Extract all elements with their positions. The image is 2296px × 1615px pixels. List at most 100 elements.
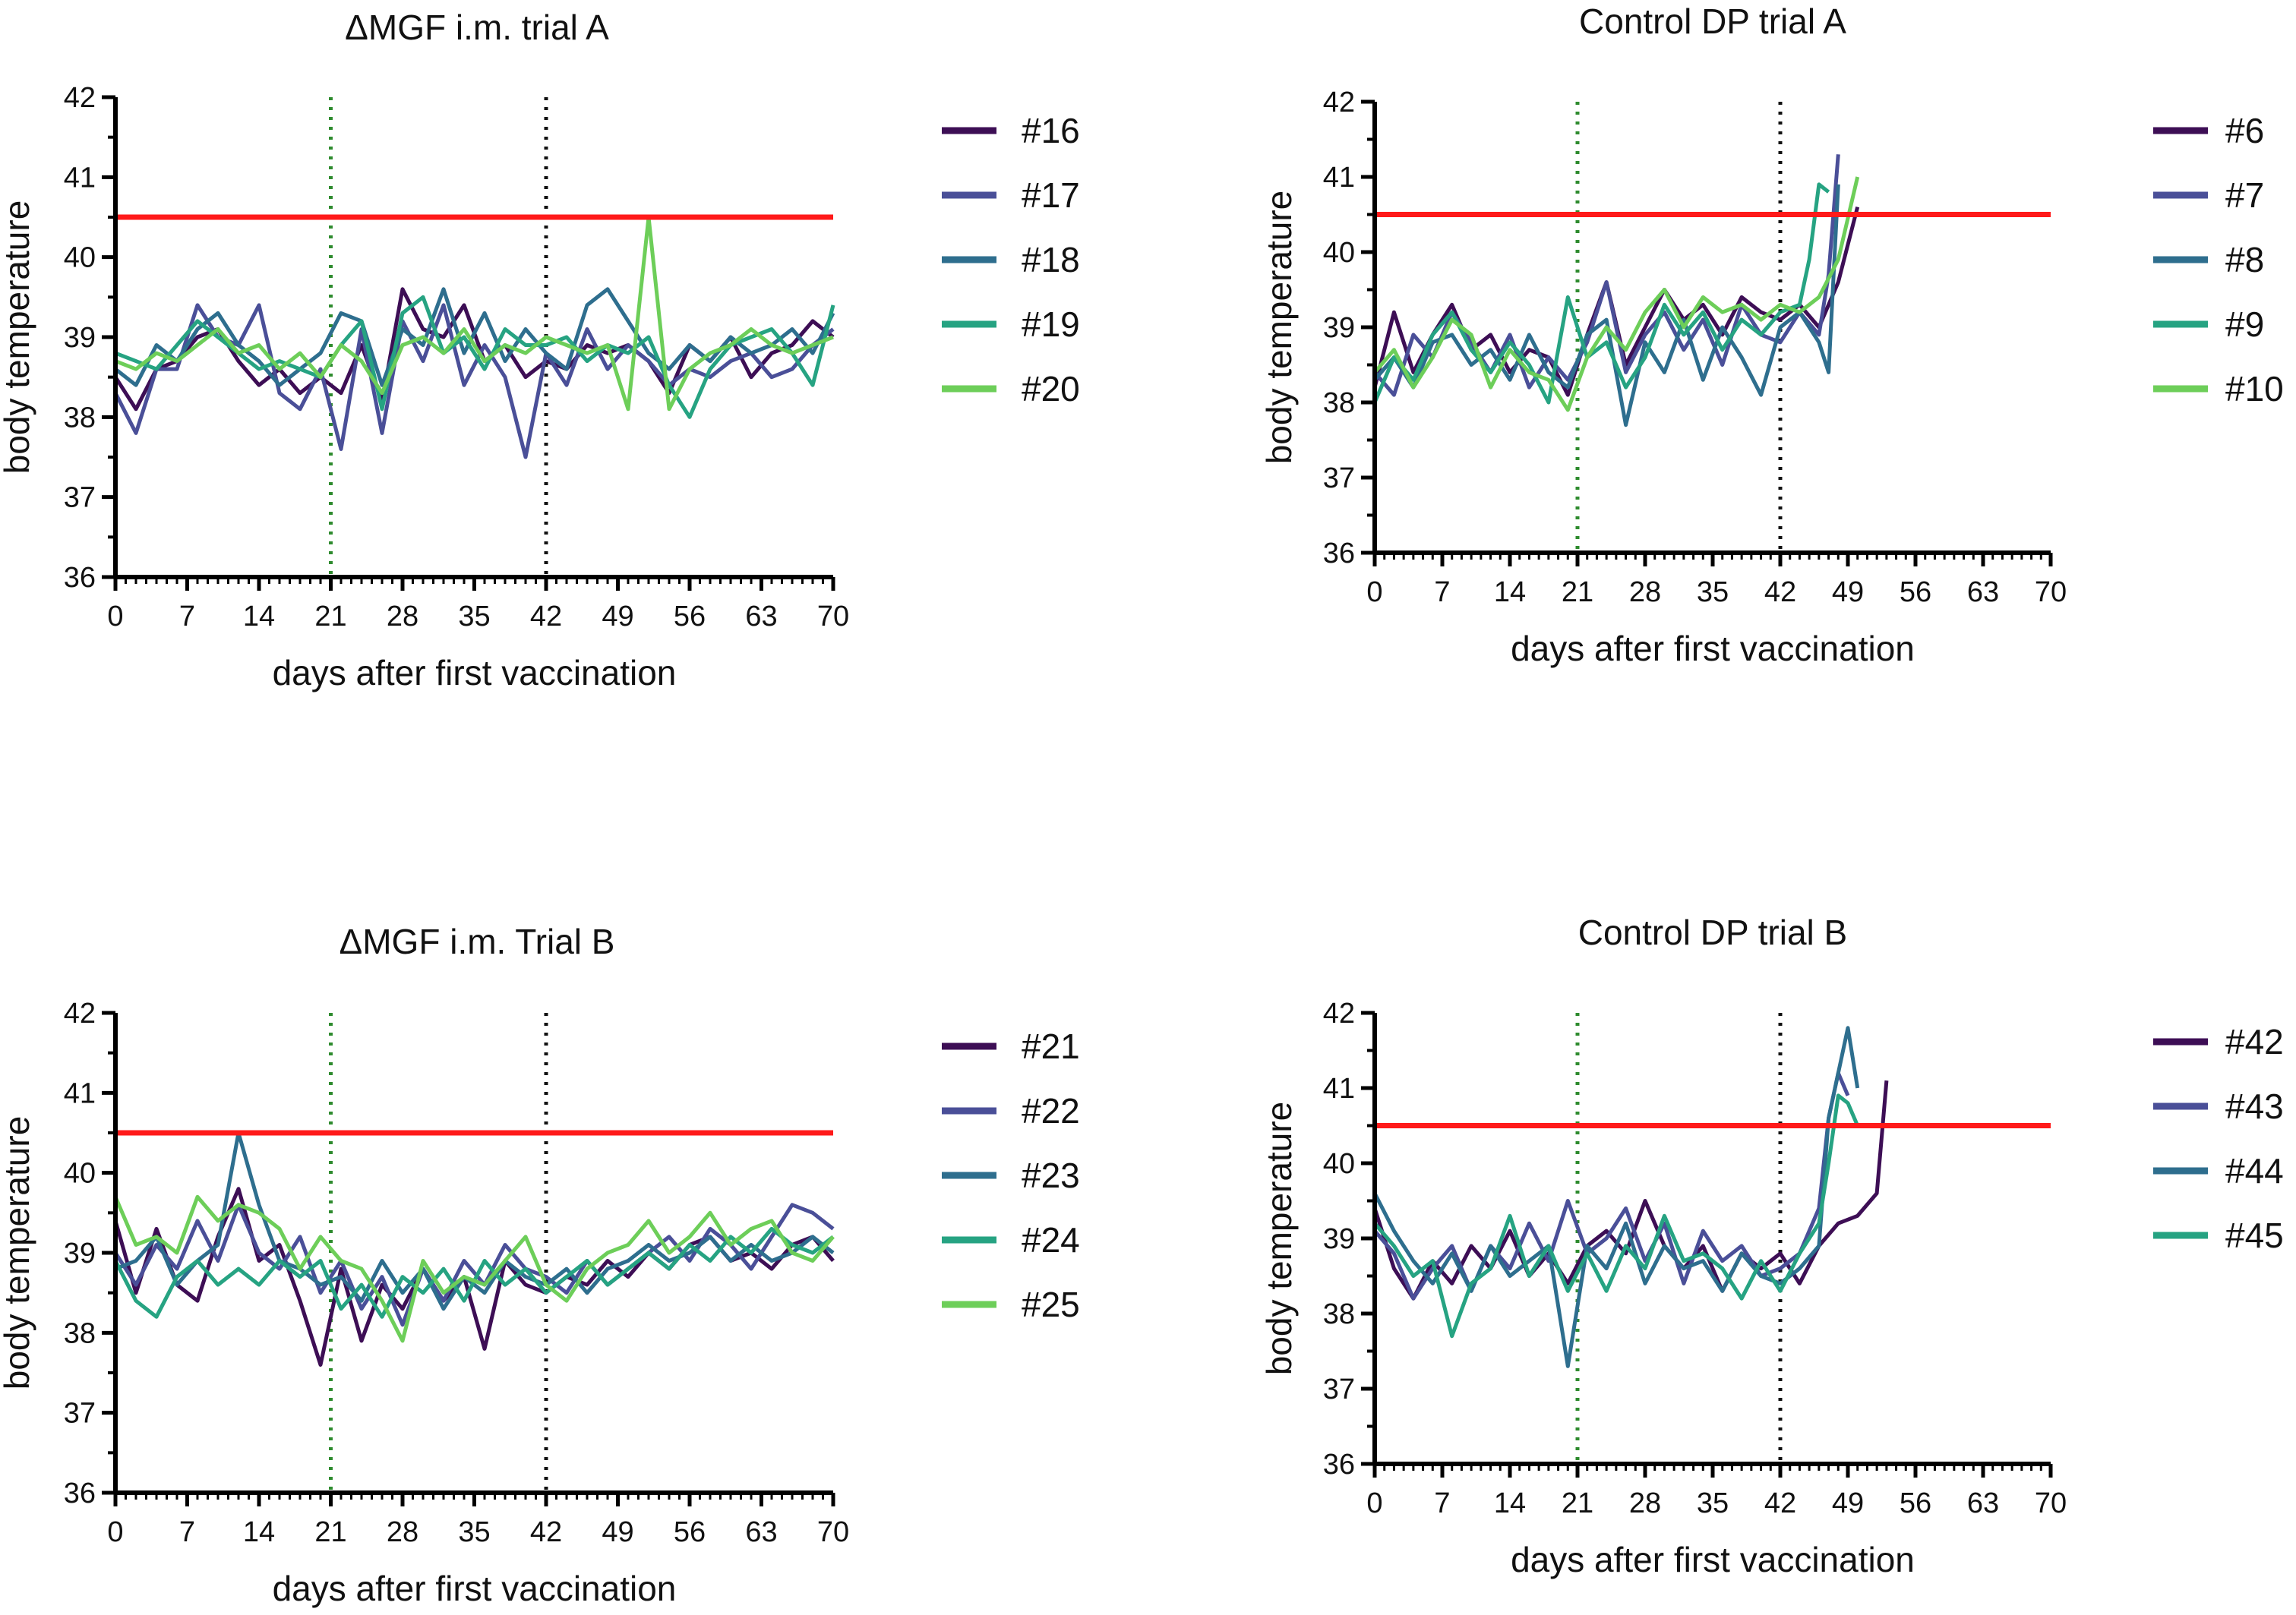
series-line-43 (1373, 1071, 1850, 1301)
legend: #16 #17 #18 #19 #20 (942, 111, 1080, 408)
legend-label: #20 (1022, 369, 1080, 408)
series-line-9 (1372, 182, 1830, 405)
series-line-25 (113, 1194, 835, 1343)
x-tick-label: 28 (387, 1516, 418, 1548)
x-tick-label: 21 (314, 1516, 346, 1548)
x-tick-label: 7 (1434, 1487, 1450, 1519)
legend-label: #43 (2225, 1087, 2284, 1126)
chart-title: ΔMGF i.m. trial A (345, 8, 609, 47)
series-line-10 (1373, 176, 1860, 412)
x-tick-label: 0 (1366, 576, 1382, 608)
legend: #6 #7 #8 #9 #10 (2153, 111, 2284, 408)
x-tick-label: 49 (1832, 1487, 1864, 1519)
y-tick-label: 41 (64, 162, 96, 194)
x-tick-label: 7 (1434, 576, 1450, 608)
y-tick-label: 40 (1323, 1148, 1355, 1180)
legend-label: #23 (1022, 1156, 1080, 1195)
y-tick-label: 36 (1323, 1449, 1355, 1481)
x-tick-label: 14 (1494, 1487, 1526, 1519)
chart-panel-4: Control DP trial B body temperature days a… (1259, 913, 2284, 1579)
y-tick-label: 41 (1323, 1073, 1355, 1105)
x-tick-label: 56 (1900, 576, 1931, 608)
x-tick-label: 70 (817, 1516, 849, 1548)
y-tick-label: 39 (1323, 312, 1355, 344)
x-tick-label: 21 (1562, 576, 1593, 608)
y-tick-label: 37 (1323, 1374, 1355, 1405)
legend-label: #7 (2225, 175, 2264, 215)
x-tick-label: 14 (1494, 576, 1526, 608)
x-tick-label: 0 (107, 601, 123, 632)
x-tick-label: 21 (1562, 1487, 1593, 1519)
y-axis-label: body temperature (1259, 191, 1299, 465)
legend-label: #25 (1022, 1285, 1080, 1324)
series-line-20 (115, 215, 834, 412)
y-tick-label: 42 (64, 998, 96, 1030)
y-axis-label: body temperature (0, 200, 36, 475)
chart-title: Control DP trial A (1579, 2, 1846, 41)
chart-title: Control DP trial B (1578, 913, 1848, 952)
x-axis-label: days after first vaccination (273, 1569, 677, 1608)
legend-label: #17 (1022, 175, 1080, 215)
y-tick-label: 41 (1323, 162, 1355, 194)
chart-title: ΔMGF i.m. Trial B (340, 922, 615, 961)
x-tick-label: 63 (1967, 576, 1999, 608)
x-tick-label: 49 (602, 601, 633, 632)
x-tick-label: 56 (674, 1516, 706, 1548)
y-tick-label: 39 (64, 1238, 96, 1270)
x-tick-label: 14 (243, 601, 275, 632)
legend: #42 #43 #44 #45 (2153, 1022, 2284, 1255)
series-line-18 (114, 287, 835, 387)
legend-label: #10 (2225, 369, 2284, 408)
x-tick-label: 0 (107, 1516, 123, 1548)
x-tick-label: 49 (602, 1516, 633, 1548)
chart-panel-3: ΔMGF i.m. Trial B body temperature days af… (0, 922, 1080, 1608)
legend-label: #9 (2225, 304, 2264, 344)
x-tick-label: 42 (1764, 576, 1796, 608)
legend-label: #21 (1022, 1027, 1080, 1066)
x-tick-label: 63 (745, 1516, 777, 1548)
chart-panel-2: Control DP trial A body temperature days a… (1259, 2, 2284, 668)
x-tick-label: 42 (1764, 1487, 1796, 1519)
y-tick-label: 38 (64, 402, 96, 434)
legend-label: #18 (1022, 240, 1080, 279)
y-tick-label: 38 (1323, 387, 1355, 419)
series-line-7 (1373, 154, 1840, 397)
x-tick-label: 63 (745, 601, 777, 632)
y-axis-label: body temperature (1259, 1102, 1299, 1376)
x-tick-label: 14 (243, 1516, 275, 1548)
y-tick-label: 38 (1323, 1298, 1355, 1330)
x-tick-label: 70 (817, 601, 849, 632)
x-tick-label: 49 (1832, 576, 1864, 608)
x-tick-label: 35 (1697, 576, 1729, 608)
x-tick-label: 21 (314, 601, 346, 632)
y-tick-label: 40 (64, 242, 96, 274)
x-tick-label: 56 (1900, 1487, 1931, 1519)
y-tick-label: 41 (64, 1077, 96, 1109)
x-tick-label: 7 (179, 1516, 195, 1548)
x-tick-label: 35 (1697, 1487, 1729, 1519)
y-tick-label: 40 (64, 1158, 96, 1190)
y-tick-label: 40 (1323, 237, 1355, 269)
x-tick-label: 42 (530, 601, 562, 632)
legend-label: #16 (1022, 111, 1080, 150)
x-tick-label: 28 (387, 601, 418, 632)
legend-label: #19 (1022, 304, 1080, 344)
x-tick-label: 7 (179, 601, 195, 632)
series-line-17 (113, 303, 835, 459)
legend-label: #44 (2225, 1151, 2284, 1191)
y-tick-label: 36 (1323, 538, 1355, 569)
x-tick-label: 28 (1629, 576, 1661, 608)
legend-label: #6 (2225, 111, 2264, 150)
y-tick-label: 42 (64, 82, 96, 114)
x-tick-label: 28 (1629, 1487, 1661, 1519)
y-tick-label: 37 (64, 482, 96, 514)
legend-label: #24 (1022, 1220, 1080, 1260)
x-tick-label: 0 (1366, 1487, 1382, 1519)
y-tick-label: 38 (64, 1317, 96, 1349)
series-line-8 (1373, 184, 1840, 427)
y-axis-label: body temperature (0, 1116, 36, 1390)
y-tick-label: 37 (1323, 462, 1355, 494)
x-tick-label: 70 (2035, 576, 2067, 608)
x-tick-label: 70 (2035, 1487, 2067, 1519)
